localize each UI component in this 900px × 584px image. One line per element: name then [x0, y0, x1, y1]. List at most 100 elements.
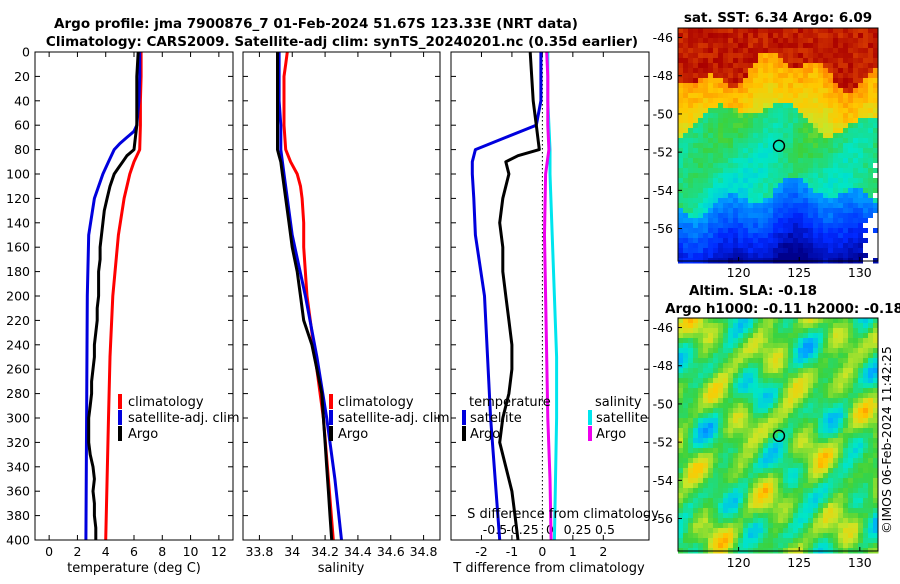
- map-cell: [823, 83, 829, 89]
- map-cell: [783, 348, 789, 354]
- map-cell: [688, 158, 694, 164]
- map-cell: [843, 363, 849, 369]
- map-cell: [688, 513, 694, 519]
- map-cell: [693, 88, 699, 94]
- map-cell: [738, 403, 744, 409]
- map-cell: [708, 143, 714, 149]
- map-cell: [813, 338, 819, 344]
- map-cell: [703, 143, 709, 149]
- map-cell: [748, 158, 754, 164]
- map-cell: [678, 393, 684, 399]
- map-cell: [838, 198, 844, 204]
- map-cell: [688, 393, 694, 399]
- map-cell: [873, 163, 879, 169]
- map-cell: [718, 68, 724, 74]
- map-cell: [733, 328, 739, 334]
- map-cell: [718, 348, 724, 354]
- map-cell: [798, 243, 804, 249]
- map-cell: [753, 363, 759, 369]
- map-cell: [688, 443, 694, 449]
- map-cell: [733, 128, 739, 134]
- map-cell: [748, 398, 754, 404]
- map-cell: [873, 318, 879, 324]
- map-cell: [693, 533, 699, 539]
- map-cell: [833, 178, 839, 184]
- map-cell: [788, 448, 794, 454]
- map-cell: [833, 103, 839, 109]
- map-cell: [733, 528, 739, 534]
- map-cell: [693, 338, 699, 344]
- map-cell: [833, 188, 839, 194]
- map-cell: [788, 103, 794, 109]
- map-cell: [683, 438, 689, 444]
- map-cell: [858, 543, 864, 549]
- map-cell: [718, 173, 724, 179]
- map-cell: [833, 208, 839, 214]
- map-cell: [738, 493, 744, 499]
- map-cell: [803, 398, 809, 404]
- map-cell: [768, 198, 774, 204]
- map-cell: [768, 248, 774, 254]
- map-cell: [703, 238, 709, 244]
- map-cell: [873, 373, 879, 379]
- map-cell: [858, 253, 864, 259]
- map-cell: [738, 538, 744, 544]
- map-cell: [738, 393, 744, 399]
- map-cell: [818, 38, 824, 44]
- map-cell: [833, 43, 839, 49]
- figure-title-line1: Argo profile: jma 7900876_7 01-Feb-2024 …: [54, 16, 578, 32]
- map-cell: [778, 198, 784, 204]
- map-cell: [713, 353, 719, 359]
- map-cell: [758, 423, 764, 429]
- map-cell: [853, 83, 859, 89]
- map-cell: [793, 128, 799, 134]
- map-cell: [813, 88, 819, 94]
- map-cell: [788, 523, 794, 529]
- map-cell: [813, 173, 819, 179]
- map-cell: [728, 228, 734, 234]
- map-cell: [803, 478, 809, 484]
- map-cell: [843, 173, 849, 179]
- map-cell: [728, 323, 734, 329]
- map-cell: [873, 503, 879, 509]
- map-cell: [828, 348, 834, 354]
- map-cell: [828, 468, 834, 474]
- map-cell: [698, 353, 704, 359]
- map-cell: [838, 243, 844, 249]
- map-cell: [838, 43, 844, 49]
- map-cell: [858, 93, 864, 99]
- map-cell: [798, 453, 804, 459]
- map-cell: [768, 453, 774, 459]
- map-cell: [843, 418, 849, 424]
- map-cell: [813, 378, 819, 384]
- map-cell: [768, 528, 774, 534]
- map-cell: [748, 208, 754, 214]
- map-cell: [798, 433, 804, 439]
- map-cell: [853, 53, 859, 59]
- map-cell: [858, 458, 864, 464]
- map-cell: [858, 478, 864, 484]
- map-cell: [793, 363, 799, 369]
- map-cell: [763, 413, 769, 419]
- map-cell: [863, 33, 869, 39]
- map-cell: [868, 388, 874, 394]
- map-cell: [738, 373, 744, 379]
- map-cell: [858, 348, 864, 354]
- map-cell: [683, 143, 689, 149]
- map-cell: [758, 393, 764, 399]
- map-cell: [718, 358, 724, 364]
- map-cell: [778, 193, 784, 199]
- map-cell: [818, 218, 824, 224]
- map-cell: [858, 493, 864, 499]
- map-cell: [753, 108, 759, 114]
- map-cell: [858, 523, 864, 529]
- map-cell: [783, 363, 789, 369]
- map-cell: [818, 388, 824, 394]
- map-cell: [803, 518, 809, 524]
- map-cell: [853, 128, 859, 134]
- map-cell: [798, 73, 804, 79]
- map-cell: [763, 98, 769, 104]
- map-cell: [783, 508, 789, 514]
- map-cell: [758, 158, 764, 164]
- map-cell: [718, 428, 724, 434]
